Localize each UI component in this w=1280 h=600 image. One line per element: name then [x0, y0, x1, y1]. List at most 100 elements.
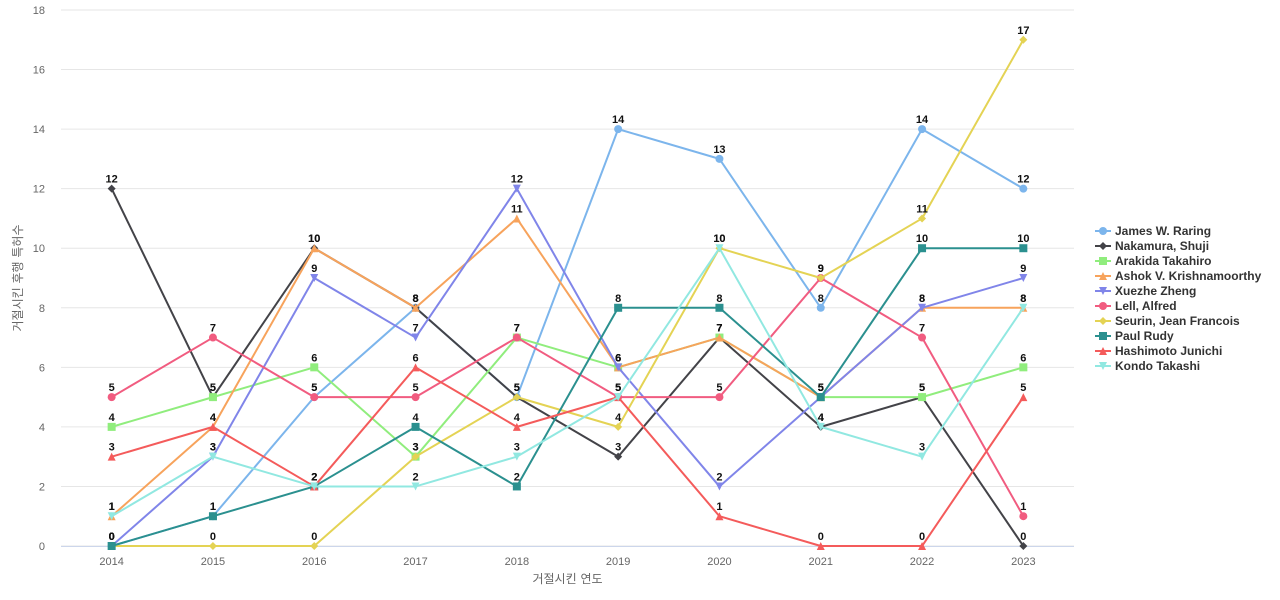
data-label: 0: [818, 531, 824, 543]
data-label: 10: [713, 233, 725, 245]
data-point: [918, 303, 927, 312]
data-label: 5: [1020, 382, 1026, 394]
data-label: 10: [1017, 233, 1029, 245]
legend-item[interactable]: James W. Raring: [1095, 224, 1211, 238]
legend-item[interactable]: Nakamura, Shuji: [1095, 239, 1209, 253]
data-label: 10: [308, 233, 320, 245]
data-label: 8: [919, 293, 925, 305]
data-label: 5: [615, 382, 621, 394]
data-point: [918, 333, 927, 342]
x-tick-label: 2014: [99, 556, 123, 568]
legend-item[interactable]: Ashok V. Krishnamoorthy: [1095, 269, 1262, 283]
data-point: [816, 393, 825, 402]
data-point: [1019, 512, 1028, 521]
data-point: [816, 274, 825, 282]
data-point: [310, 274, 319, 282]
data-label: 5: [514, 382, 520, 394]
data-point: [208, 393, 217, 402]
legend-label: Paul Rudy: [1115, 329, 1174, 343]
data-point: [310, 542, 319, 550]
y-tick-label: 2: [39, 481, 45, 493]
data-label: 11: [916, 203, 928, 215]
data-label: 5: [716, 382, 722, 394]
data-label: 5: [919, 382, 925, 394]
data-label: 5: [109, 382, 115, 394]
data-label: 1: [716, 501, 722, 513]
x-tick-label: 2019: [606, 556, 630, 568]
legend-marker: [1099, 242, 1107, 250]
legend-marker: [1099, 257, 1107, 265]
legend-item[interactable]: Hashimoto Junichi: [1095, 344, 1222, 358]
data-label: 2: [412, 471, 418, 483]
data-label: 5: [514, 382, 520, 394]
data-label: 9: [311, 263, 317, 275]
data-point: [310, 393, 319, 402]
data-point: [512, 333, 521, 342]
data-point: [512, 482, 521, 491]
x-axis-title: 거절시킨 연도: [532, 572, 602, 586]
data-label: 9: [818, 263, 824, 275]
data-point: [411, 452, 420, 461]
legend-item[interactable]: Arakida Takahiro: [1095, 254, 1211, 268]
legend-label: Hashimoto Junichi: [1115, 344, 1222, 358]
data-label: 8: [615, 293, 621, 305]
data-label: 11: [511, 203, 523, 215]
legend-label: Seurin, Jean Francois: [1115, 314, 1240, 328]
data-point: [411, 393, 420, 402]
data-label: 0: [109, 531, 115, 543]
y-tick-label: 8: [39, 303, 45, 315]
data-label: 10: [916, 233, 928, 245]
data-label: 5: [210, 382, 216, 394]
series-line: [111, 277, 1025, 517]
data-label: 13: [713, 144, 725, 156]
y-tick-label: 18: [33, 5, 45, 17]
data-label: 8: [412, 293, 418, 305]
data-point: [614, 393, 623, 402]
data-label: 5: [311, 382, 317, 394]
series-line: [111, 247, 1025, 518]
legend-label: Lell, Alfred: [1115, 299, 1177, 313]
data-label: 8: [818, 293, 824, 305]
data-point: [411, 482, 420, 491]
data-label: 7: [412, 323, 418, 335]
data-label: 9: [1020, 263, 1026, 275]
data-point: [614, 363, 623, 372]
data-label: 5: [615, 382, 621, 394]
x-tick-label: 2020: [707, 556, 731, 568]
data-point: [411, 363, 420, 372]
data-label: 2: [311, 471, 317, 483]
data-point: [208, 422, 217, 431]
legend-item[interactable]: Kondo Takashi: [1095, 359, 1200, 373]
legend-marker: [1099, 272, 1107, 280]
data-label: 3: [210, 442, 216, 454]
series-paul-rudy: [107, 244, 1028, 550]
data-point: [1019, 363, 1028, 372]
data-point: [918, 542, 927, 550]
data-point: [1019, 393, 1028, 402]
data-label: 7: [210, 323, 216, 335]
data-label: 0: [210, 531, 216, 543]
data-point: [715, 512, 724, 521]
data-label: 3: [109, 442, 115, 454]
data-label: 6: [311, 352, 317, 364]
data-point: [512, 393, 521, 402]
x-tick-label: 2021: [809, 556, 833, 568]
data-label: 5: [818, 382, 824, 394]
data-label: 4: [818, 412, 825, 424]
data-point: [208, 333, 217, 342]
data-label: 0: [1020, 531, 1026, 543]
data-label: 0: [109, 531, 115, 543]
data-label: 6: [615, 352, 621, 364]
legend-item[interactable]: Seurin, Jean Francois: [1095, 314, 1240, 328]
data-label: 8: [1020, 293, 1026, 305]
series-line: [111, 128, 1024, 547]
data-point: [715, 244, 724, 253]
data-label: 1: [210, 501, 216, 513]
legend-item[interactable]: Paul Rudy: [1095, 329, 1174, 343]
data-point: [1019, 35, 1028, 44]
legend-item[interactable]: Lell, Alfred: [1095, 299, 1177, 313]
legend-item[interactable]: Xuezhe Zheng: [1095, 284, 1196, 298]
